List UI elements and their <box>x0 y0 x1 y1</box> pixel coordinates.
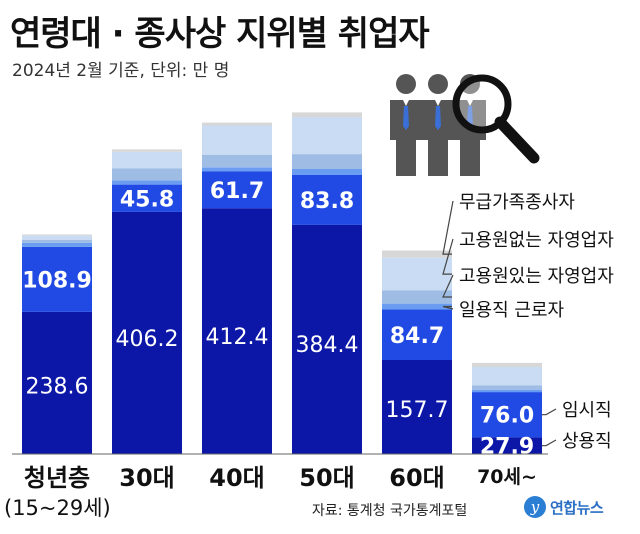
bar-segment-self-employed-with-0 <box>22 239 92 243</box>
bar-segment-unpaid-family-0 <box>22 234 92 236</box>
value-label-temporary-0: 108.9 <box>22 268 92 293</box>
bar-segment-self-employed-with-1 <box>112 168 182 181</box>
legend-label-regular: 상용직 <box>562 431 612 452</box>
bar-segment-regular-2 <box>202 208 272 454</box>
value-label-regular-2: 412.4 <box>206 325 269 350</box>
category-label-5: 70세~ <box>477 466 537 488</box>
bar-segment-daily-2 <box>202 167 272 172</box>
category-label-1: 30대 <box>119 464 175 492</box>
value-label-temporary-1: 45.8 <box>120 187 174 212</box>
bar-segment-temporary-2 <box>202 171 272 209</box>
people-magnifier-icon <box>384 70 554 184</box>
bar-segment-regular-4 <box>382 360 452 454</box>
legend-leader-self-employed-without <box>442 238 454 275</box>
logo-mark: y <box>524 496 546 518</box>
logo-text: 연합뉴스 <box>550 498 604 517</box>
bar-segment-daily-5 <box>472 389 542 393</box>
value-label-regular-0: 238.6 <box>26 375 89 400</box>
legend-label-self-employed-without: 고용원없는 자영업자 <box>459 230 614 251</box>
legend-leader-temporary <box>542 408 557 416</box>
bar-segment-self-employed-without-2 <box>202 125 272 155</box>
bar-segment-unpaid-family-4 <box>382 250 452 258</box>
value-label-temporary-5: 76.0 <box>480 404 534 429</box>
bar-segment-temporary-0 <box>22 246 92 312</box>
bar-segment-temporary-3 <box>292 175 362 225</box>
category-label-0: 청년층 <box>23 464 91 492</box>
bar-segment-regular-0 <box>22 311 92 454</box>
chart-subtitle: 2024년 2월 기준, 단위: 만 명 <box>12 61 230 81</box>
bar-segment-regular-5 <box>472 437 542 454</box>
legend-leader-self-employed-with <box>442 274 454 298</box>
legend-leader-daily <box>442 305 454 310</box>
bar-segment-self-employed-with-3 <box>292 154 362 169</box>
legend-label-self-employed-with: 고용원있는 자영업자 <box>459 266 614 287</box>
bar-segment-self-employed-without-3 <box>292 117 362 155</box>
bar-segment-regular-1 <box>112 211 182 454</box>
bar-segment-self-employed-with-5 <box>472 385 542 390</box>
legend-label-unpaid-family: 무급가족종사자 <box>459 192 575 213</box>
value-label-regular-5: 27.9 <box>480 435 534 460</box>
youth-age-range-label: (15~29세) <box>4 496 111 520</box>
bar-segment-unpaid-family-2 <box>202 122 272 126</box>
value-label-regular-3: 384.4 <box>296 333 359 358</box>
bar-segment-daily-4 <box>382 303 452 310</box>
category-label-2: 40대 <box>209 464 265 492</box>
legend-leader-unpaid-family <box>442 200 454 255</box>
value-label-regular-4: 157.7 <box>386 398 449 423</box>
bar-segment-unpaid-family-3 <box>292 112 362 118</box>
bar-segment-daily-0 <box>22 242 92 247</box>
value-label-temporary-4: 84.7 <box>390 324 444 349</box>
bar-segment-temporary-5 <box>472 392 542 438</box>
legend-leader-regular <box>542 439 557 447</box>
bar-segment-daily-1 <box>112 180 182 185</box>
source-note: 자료: 통계청 국가통계포털 <box>312 503 468 519</box>
chart-title: 연령대 · 종사상 지위별 취업자 <box>10 14 430 54</box>
bar-segment-self-employed-without-4 <box>382 257 452 291</box>
bar-segment-self-employed-with-2 <box>202 154 272 168</box>
value-label-temporary-2: 61.7 <box>210 179 264 204</box>
legend-label-temporary: 임시직 <box>562 400 612 421</box>
yonhap-logo: y 연합뉴스 <box>524 496 604 518</box>
value-label-temporary-3: 83.8 <box>300 189 354 214</box>
bar-segment-self-employed-with-4 <box>382 290 452 304</box>
bar-segment-self-employed-without-5 <box>472 367 542 386</box>
bar-segment-daily-3 <box>292 169 362 175</box>
bar-segment-temporary-4 <box>382 309 452 360</box>
legend-label-daily: 일용직 근로자 <box>459 300 565 321</box>
bar-segment-self-employed-without-1 <box>112 151 182 169</box>
bar-segment-unpaid-family-1 <box>112 149 182 152</box>
bar-segment-self-employed-without-0 <box>22 235 92 240</box>
value-label-regular-1: 406.2 <box>116 327 179 352</box>
bar-segment-regular-3 <box>292 224 362 454</box>
bar-segment-temporary-1 <box>112 184 182 212</box>
category-label-3: 50대 <box>299 464 355 492</box>
bar-segment-unpaid-family-5 <box>472 362 542 368</box>
category-label-4: 60대 <box>389 464 445 492</box>
